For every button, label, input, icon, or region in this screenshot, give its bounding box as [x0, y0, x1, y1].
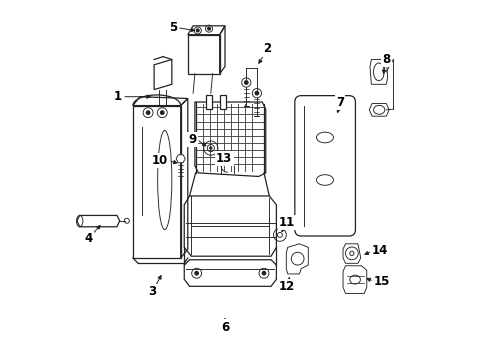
- Text: 6: 6: [221, 321, 229, 334]
- Circle shape: [146, 111, 149, 114]
- Circle shape: [244, 81, 247, 84]
- Text: 11: 11: [278, 216, 295, 229]
- Circle shape: [196, 29, 199, 32]
- Text: 4: 4: [84, 232, 93, 245]
- Text: 9: 9: [188, 133, 196, 146]
- FancyBboxPatch shape: [294, 96, 355, 236]
- Polygon shape: [176, 155, 185, 163]
- Circle shape: [255, 91, 258, 95]
- Text: 7: 7: [335, 95, 344, 108]
- Text: 10: 10: [152, 154, 168, 167]
- Text: 14: 14: [371, 244, 387, 257]
- Text: 3: 3: [148, 285, 156, 298]
- Text: 15: 15: [373, 275, 389, 288]
- Circle shape: [160, 111, 163, 114]
- Circle shape: [207, 27, 210, 30]
- Circle shape: [209, 147, 211, 149]
- Circle shape: [262, 271, 265, 275]
- Text: 12: 12: [278, 280, 295, 293]
- Text: 5: 5: [168, 21, 177, 34]
- Polygon shape: [205, 95, 211, 109]
- Circle shape: [195, 271, 198, 275]
- Text: 1: 1: [114, 90, 122, 103]
- Text: 8: 8: [381, 53, 389, 66]
- Polygon shape: [219, 95, 225, 109]
- Text: 13: 13: [216, 152, 232, 165]
- Text: 2: 2: [263, 42, 271, 55]
